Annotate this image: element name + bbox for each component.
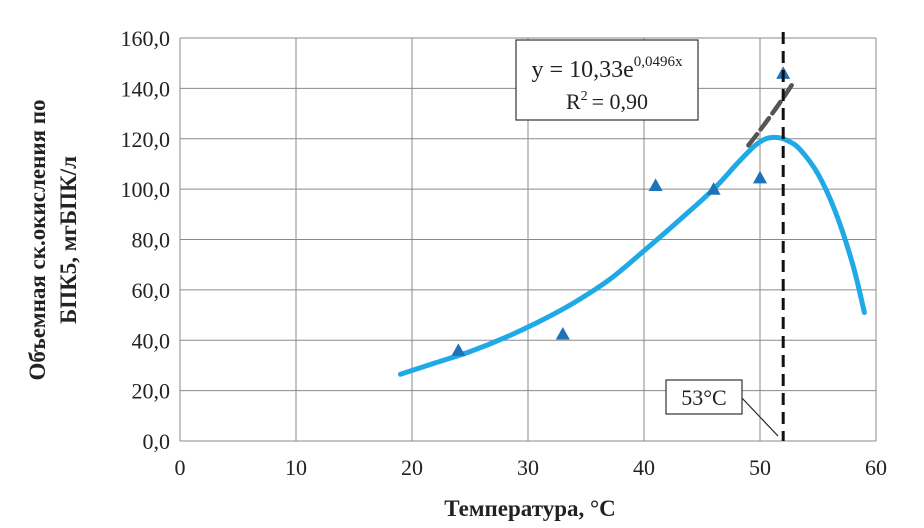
data-point-marker [555, 326, 570, 340]
y-tick-label: 40,0 [132, 328, 171, 353]
r2-value: = 0,90 [592, 89, 648, 114]
y-axis-title-line-2: БПК5, мгБПК/л [56, 156, 81, 324]
y-axis-title: Объемная ск.окисления по БПК5, мгБПК/л [25, 99, 81, 380]
y-tick-label: 60,0 [132, 278, 171, 303]
fit-curve [397, 134, 867, 377]
y-tick-label: 0,0 [143, 429, 171, 454]
y-tick-label: 120,0 [121, 127, 171, 152]
data-points [451, 66, 791, 356]
y-tick-label: 160,0 [121, 26, 171, 51]
exponential-trendline [746, 78, 798, 148]
threshold-label: 53°С [665, 379, 779, 437]
equation-exponent: 0,0496x [634, 54, 683, 70]
threshold-label-text: 53°С [681, 385, 726, 410]
data-point-marker [753, 170, 767, 184]
y-axis-title-line-1: Объемная ск.окисления по [25, 99, 50, 380]
svg-text:y = 10,33e0,0496x: y = 10,33e0,0496x [532, 54, 683, 83]
y-tick-labels: 0,0 20,0 40,0 60,0 80,0 100,0 120,0 140,0 160,0 [121, 26, 171, 454]
data-point-marker [451, 343, 466, 356]
x-tick-label: 50 [749, 455, 771, 480]
x-tick-label: 20 [401, 455, 423, 480]
y-tick-label: 100,0 [121, 177, 171, 202]
r2-label: R [566, 89, 581, 114]
grid [179, 37, 877, 442]
x-tick-label: 60 [865, 455, 887, 480]
r2-superscript: 2 [581, 89, 588, 104]
data-point-marker [706, 182, 721, 195]
y-tick-label: 80,0 [132, 228, 171, 253]
equation-prefix: y = 10,33e [532, 57, 634, 83]
x-axis-title: Температура, °С [444, 496, 616, 521]
data-point-marker [648, 178, 663, 191]
x-tick-label: 40 [633, 455, 655, 480]
svg-text:R2= 0,90: R2 = 0,90 [566, 89, 648, 114]
y-tick-label: 20,0 [132, 379, 171, 404]
equation-box: y = 10,33e0,0496x R2 = 0,90 [515, 39, 699, 121]
x-tick-labels: 0 10 20 30 40 50 60 [175, 455, 888, 480]
y-tick-label: 140,0 [121, 76, 171, 101]
x-tick-label: 10 [285, 455, 307, 480]
x-tick-label: 30 [517, 455, 539, 480]
x-tick-label: 0 [175, 455, 186, 480]
